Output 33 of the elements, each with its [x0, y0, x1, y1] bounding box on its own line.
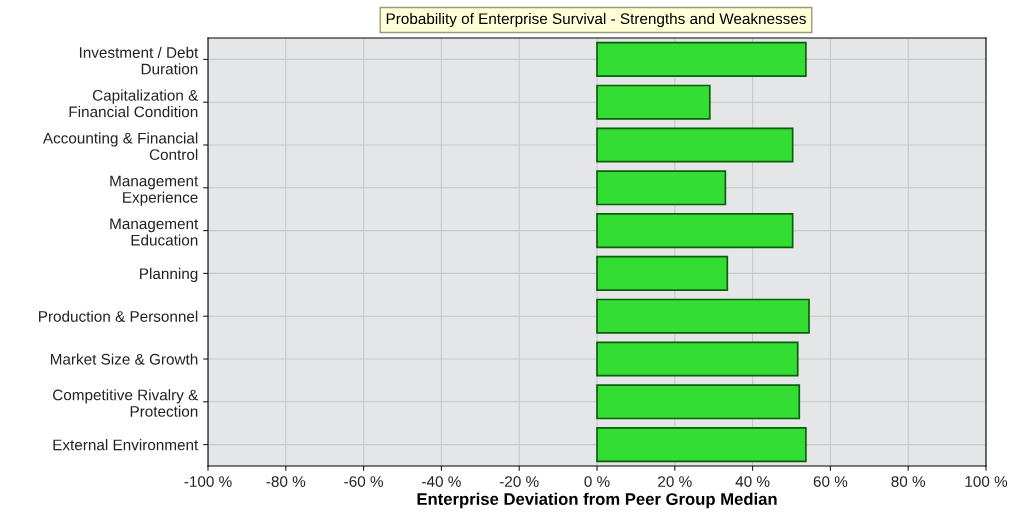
bar [596, 170, 727, 206]
bar [596, 213, 794, 249]
y-tick-label: Production & Personnel [39, 310, 198, 322]
x-tick-label: 20 % [658, 476, 692, 487]
x-tick-label: -100 % [184, 476, 232, 487]
y-tick-label: Investment / Debt Duration [79, 46, 199, 75]
chart-title: Probability of Enterprise Survival - Strengths and Weaknesses [386, 12, 806, 28]
x-tick-label: 100 % [965, 476, 1008, 487]
x-tick-label: 60 % [813, 476, 848, 487]
bar [596, 384, 801, 420]
x-tick-label: -20 % [499, 476, 539, 487]
bar [596, 255, 729, 291]
x-tick-label: 40 % [735, 476, 770, 487]
bar [596, 127, 794, 163]
bar [596, 427, 807, 463]
y-tick-label: Market Size & Growth [50, 353, 198, 365]
y-tick-label: Competitive Rivalry & Protection [53, 389, 199, 417]
y-tick-label: External Environment [53, 439, 199, 451]
x-tick-label: -80 % [266, 476, 306, 487]
x-tick-label: -40 % [422, 476, 461, 487]
x-tick-label: 0 % [584, 476, 610, 487]
bar [596, 84, 711, 120]
y-tick-label: Management Education [110, 218, 199, 246]
y-tick-label: Management Experience [110, 175, 199, 206]
x-tick-label: 80 % [891, 476, 926, 487]
y-tick-label: Planning [140, 267, 198, 283]
y-tick-label: Capitalization & Financial Condition [69, 89, 199, 118]
x-axis-title: Enterprise Deviation from Peer Group Median [417, 492, 777, 509]
x-tick-label: -60 % [344, 476, 384, 487]
y-tick-label: Accounting & Financial Control [42, 132, 198, 161]
bar [596, 41, 807, 77]
bar [596, 298, 810, 334]
bar [596, 341, 799, 377]
